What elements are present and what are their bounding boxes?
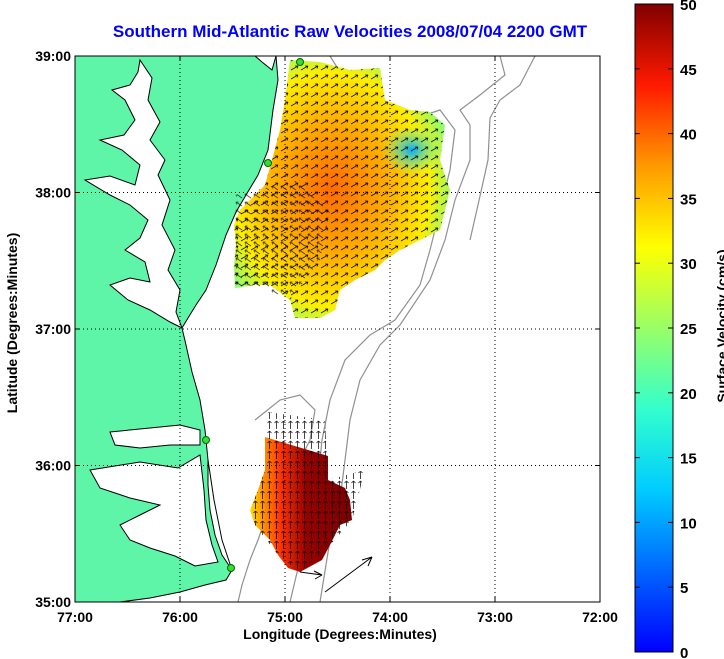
x-tick-label: 76:00 (162, 609, 198, 625)
colorbar-tick-label: 45 (680, 62, 697, 79)
radar-sites (202, 58, 304, 572)
colorbar-tick-label: 5 (680, 580, 688, 597)
x-tick-label: 73:00 (477, 609, 513, 625)
chart-title: Southern Mid-Atlantic Raw Velocities 200… (112, 22, 588, 41)
velocity-arrows-north-2 (235, 180, 330, 300)
pamlico-sound (89, 454, 219, 567)
chesapeake-bay (83, 58, 183, 330)
long-arrow (324, 556, 373, 593)
colorbar-tick-label: 0 (680, 645, 688, 659)
colorbar-tick-label: 35 (680, 191, 697, 208)
grid-lines (75, 56, 600, 602)
delaware-bay (254, 56, 277, 71)
colorbar-tick-label: 20 (680, 386, 697, 403)
y-tick-label: 35:00 (35, 594, 71, 610)
axis-ticks: 77:00 76:00 75:00 74:00 73:00 72:00 39:00 38:00… (35, 48, 618, 625)
albemarle-sound (109, 424, 201, 449)
colorbar-tick-label: 50 (680, 0, 697, 14)
colorbar-tick-label: 15 (680, 451, 697, 468)
long-arrow-2 (299, 570, 323, 580)
x-tick-label: 77:00 (57, 609, 93, 625)
y-tick-label: 38:00 (35, 185, 71, 201)
y-tick-label: 39:00 (35, 48, 71, 64)
velocity-arrows-south (250, 412, 365, 572)
barrier-islands (207, 459, 233, 571)
x-tick-label: 75:00 (267, 609, 303, 625)
y-tick-label: 36:00 (35, 458, 71, 474)
colorbar-tick-label: 10 (680, 515, 697, 532)
y-tick-label: 37:00 (35, 321, 71, 337)
colorbar (634, 3, 674, 653)
colorbar-tick-label: 30 (680, 256, 697, 273)
x-axis-label: Longitude (Degrees:Minutes) (243, 626, 437, 642)
colorbar-tick-label: 40 (680, 127, 697, 144)
colorbar-tick-label: 25 (680, 321, 697, 338)
x-tick-label: 72:00 (582, 609, 618, 625)
x-tick-label: 74:00 (372, 609, 408, 625)
